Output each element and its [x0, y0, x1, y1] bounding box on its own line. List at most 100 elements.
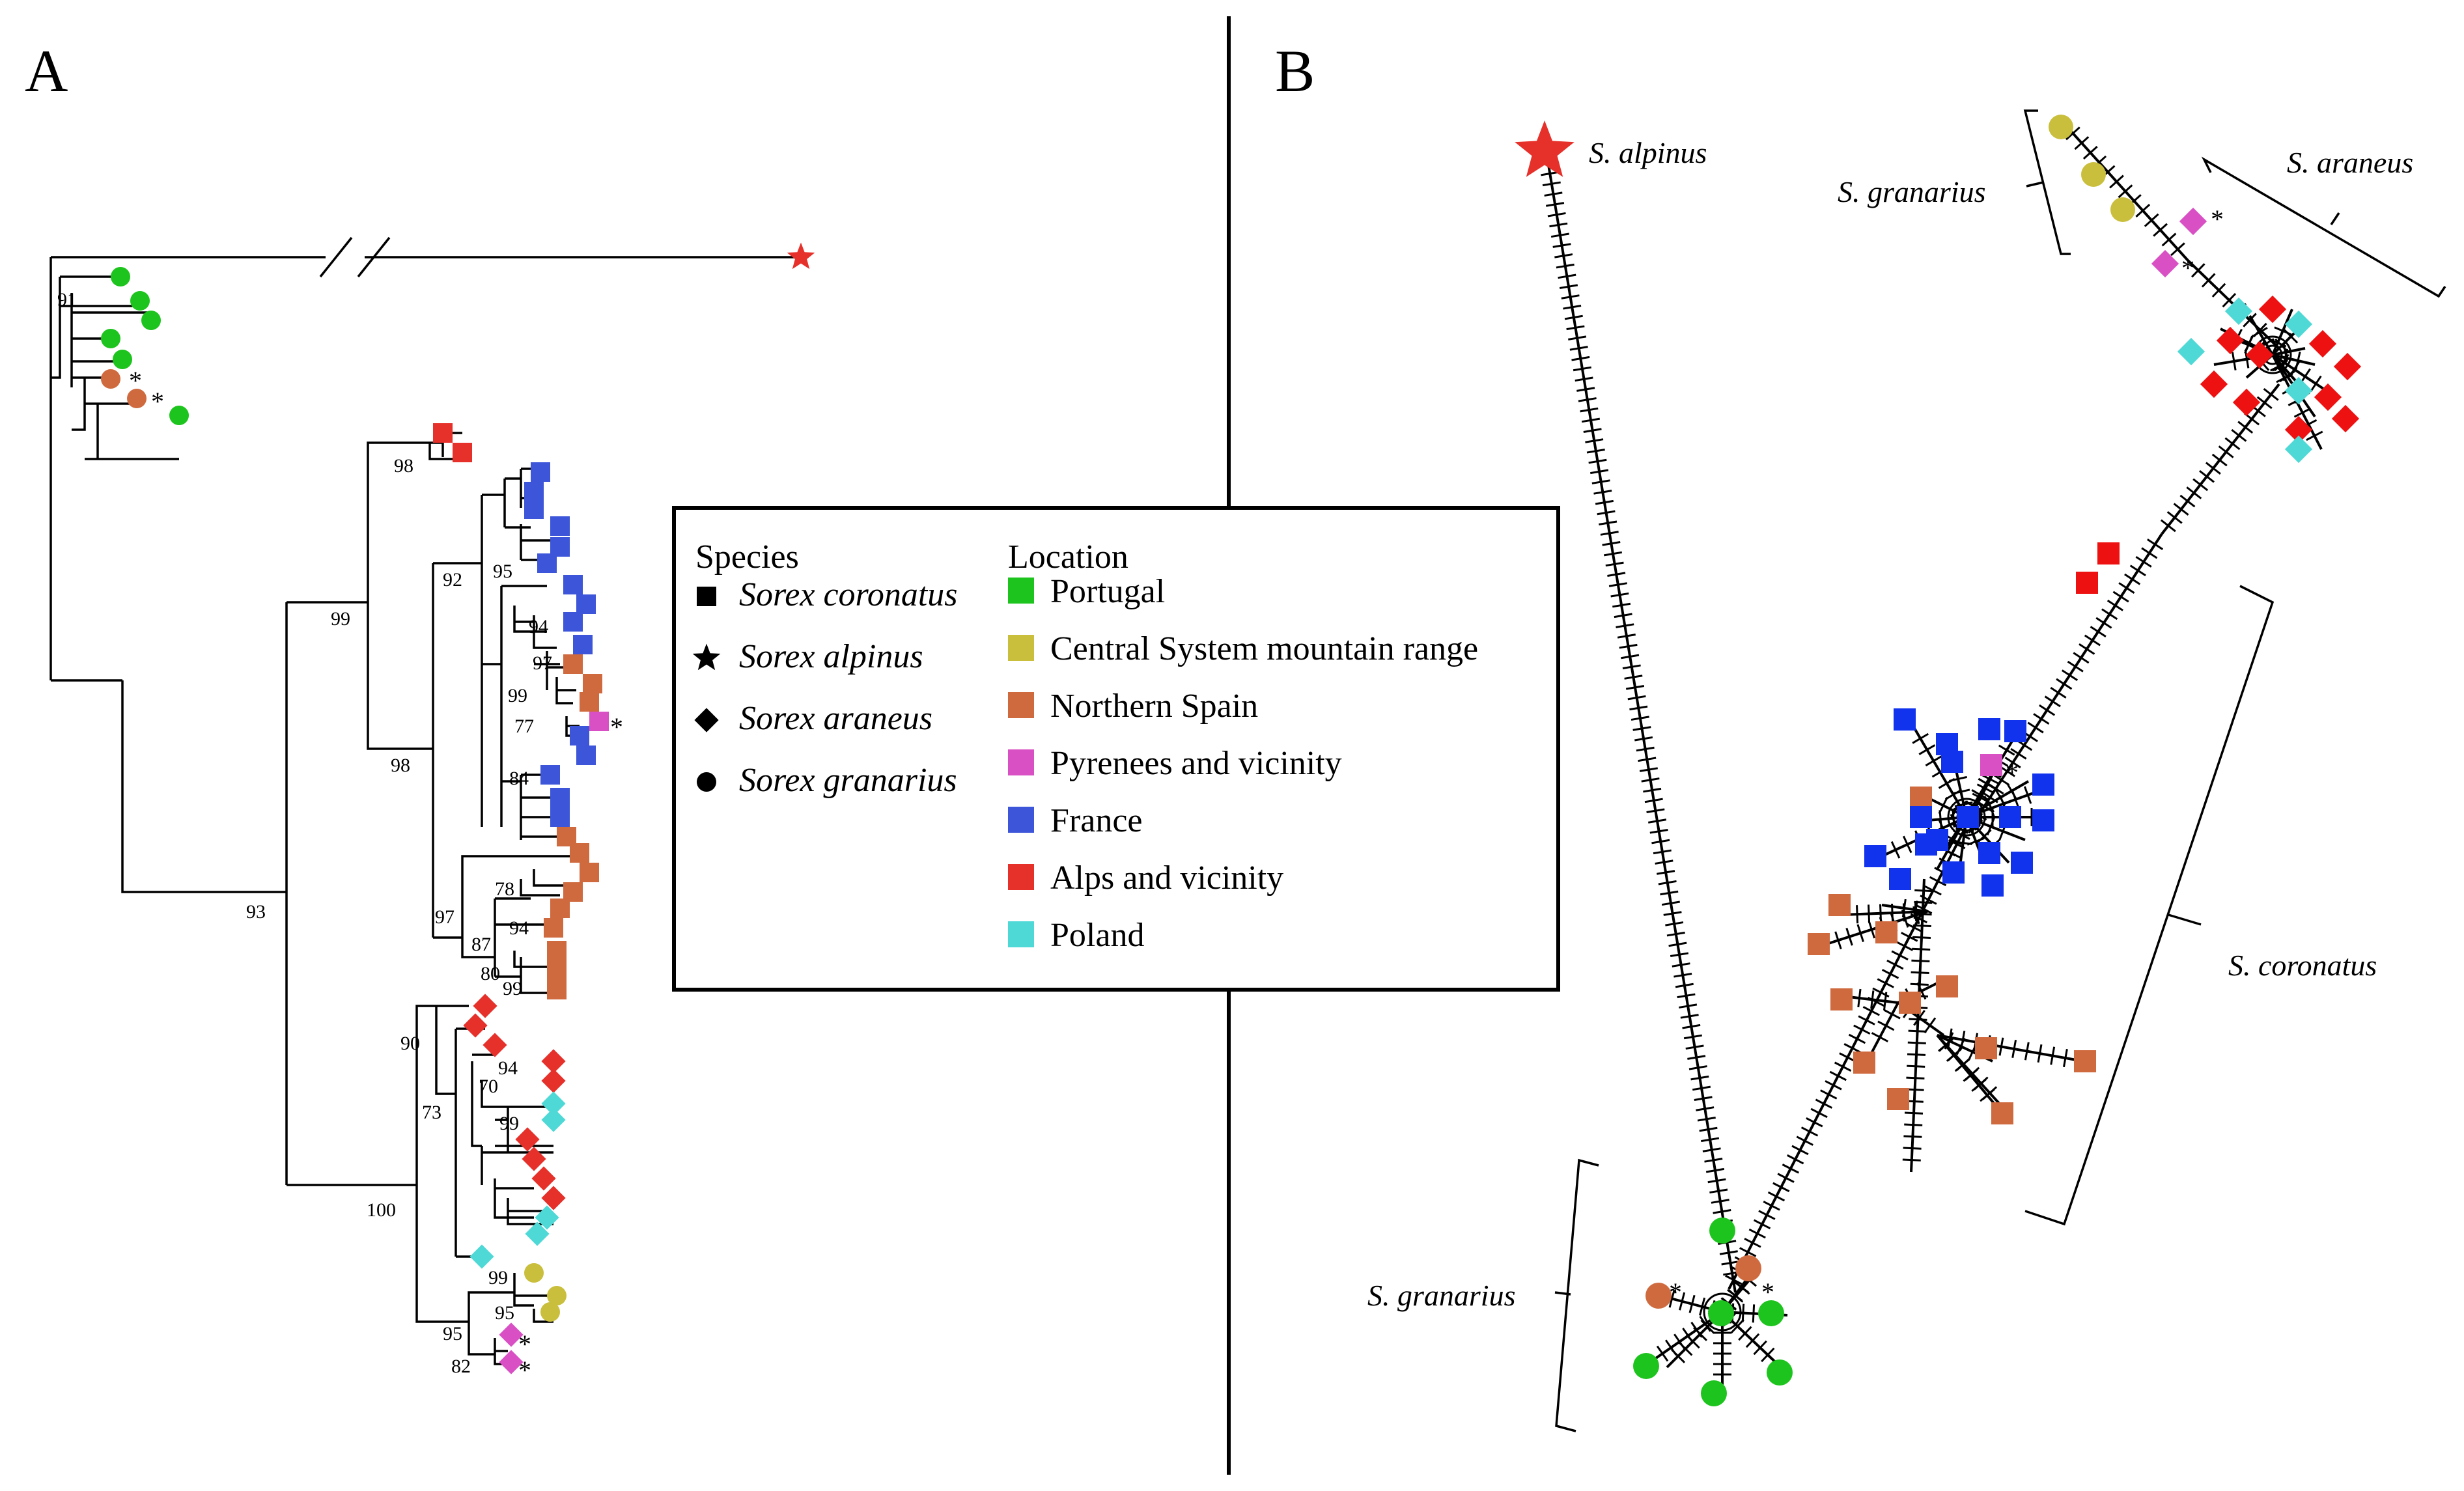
network-node [1942, 861, 1965, 884]
legend-species-label: Sorex araneus [739, 700, 932, 737]
bootstrap-value: 97 [533, 652, 552, 674]
bracket-coronatus [2024, 585, 2275, 1226]
network-mutation-tick [2024, 1042, 2030, 1061]
network-mutation-tick [2218, 445, 2234, 458]
network-mutation-tick [1853, 1024, 1871, 1035]
network-mutation-tick [2205, 462, 2221, 475]
network-edge [1972, 533, 2163, 825]
network-mutation-tick [1559, 284, 1578, 289]
tree-tip-marker [169, 406, 189, 425]
network-mutation-tick [1913, 1009, 1925, 1026]
network-mutation-tick [2135, 203, 2151, 217]
network-node [1864, 845, 1886, 867]
network-mutation-tick [2027, 721, 2044, 734]
network-node [2284, 310, 2313, 339]
network-mutation-tick [2118, 582, 2135, 594]
network-mutation-tick [1600, 531, 1619, 536]
network-mutation-tick [1883, 1009, 1901, 1020]
tree-tip-marker [563, 612, 583, 632]
network-mutation-tick [1694, 1096, 1713, 1101]
network-edge [1910, 878, 1925, 1173]
network-mutation-tick [2056, 678, 2073, 690]
legend-species-title: Species [695, 538, 799, 576]
network-mutation-tick [2082, 145, 2098, 160]
network-mutation-tick [1963, 1068, 1978, 1082]
network-mutation-tick [1636, 746, 1655, 752]
network-mutation-tick [1806, 1117, 1823, 1128]
network-mutation-tick [1585, 438, 1604, 443]
network-mutation-tick [1634, 736, 1653, 742]
tree-tip-marker [563, 575, 583, 594]
network-node [1701, 1380, 1727, 1406]
network-mutation-tick [1649, 829, 1668, 834]
network-node [1978, 718, 2000, 740]
label-s-granarius-top: S. granarius [1838, 175, 1985, 208]
tree-tip-marker [541, 1108, 566, 1132]
network-hub-ring [1947, 798, 1986, 837]
network-mutation-tick [1954, 1058, 1970, 1072]
network-mutation-tick [1647, 818, 1667, 824]
legend-species-symbol [697, 772, 716, 792]
network-node [1999, 806, 2021, 828]
network-node [2284, 415, 2313, 444]
network-mutation-tick [1907, 1041, 1926, 1044]
network-mutation-tick [1603, 551, 1623, 557]
tree-tip-marker [541, 1091, 566, 1116]
bootstrap-value: 99 [499, 1113, 519, 1134]
tree-tip-marker [453, 443, 472, 462]
bootstrap-value: 78 [495, 878, 514, 900]
network-mutation-tick [1924, 885, 1942, 896]
network-mutation-tick [1665, 921, 1684, 927]
tree-tip-marker [589, 712, 609, 731]
bootstrap-value: 87 [471, 934, 491, 955]
tree-tip-marker [573, 635, 593, 654]
network-mutation-tick [2211, 453, 2228, 467]
network-mutation-tick [1581, 417, 1601, 423]
bootstrap-value: 94 [509, 917, 529, 939]
network-mutation-tick [2109, 174, 2124, 189]
network-mutation-tick [1848, 1033, 1866, 1044]
tree-branch [49, 256, 801, 680]
asterisk-mark: * [518, 1330, 531, 1359]
network-mutation-tick [2135, 555, 2152, 568]
network-node [2032, 809, 2054, 831]
network-mutation-tick [2293, 408, 2312, 418]
network-mutation-tick [2244, 334, 2254, 352]
network-mutation-tick [1912, 936, 1931, 940]
network-mutation-tick [1576, 387, 1595, 392]
network-mutation-tick [1903, 1135, 1922, 1138]
network-mutation-tick [1748, 1228, 1766, 1239]
network-mutation-tick [1591, 479, 1610, 484]
asterisk-mark: * [1761, 1277, 1774, 1307]
network-mutation-tick [1704, 1158, 1723, 1163]
network-mutation-tick [1682, 1024, 1701, 1029]
bootstrap-value: 80 [481, 963, 500, 984]
network-mutation-tick [1622, 664, 1641, 670]
network-mutation-tick [2095, 617, 2112, 629]
legend-location-swatch [1008, 864, 1034, 890]
network-mutation-tick [1549, 222, 1568, 228]
network-mutation-tick [1978, 778, 1995, 790]
network-mutation-tick [2153, 223, 2168, 237]
network-mutation-tick [1653, 849, 1672, 855]
network-mutation-tick [1796, 1136, 1813, 1146]
legend-location-swatch [1008, 807, 1034, 833]
network-mutation-tick [1593, 490, 1612, 495]
network-mutation-tick [2037, 1044, 2043, 1063]
network-mutation-tick [1800, 1126, 1819, 1137]
network-mutation-tick [1911, 959, 1930, 962]
network-mutation-tick [2065, 126, 2080, 141]
network-mutation-tick [1673, 1333, 1686, 1350]
network-mutation-tick [1881, 969, 1899, 979]
legend-location-swatch [1008, 749, 1034, 775]
network-node [1915, 833, 1937, 856]
legend-location-label: Alps and vicinity [1050, 859, 1283, 897]
network-mutation-tick [1902, 903, 1906, 922]
network-edge [2063, 122, 2189, 262]
network-mutation-tick [1980, 1089, 1995, 1102]
network-mutation-tick [1753, 1340, 1767, 1356]
network-mutation-tick [1914, 902, 1918, 921]
network-mutation-tick [1929, 876, 1947, 887]
tree-tip-marker [473, 994, 497, 1018]
